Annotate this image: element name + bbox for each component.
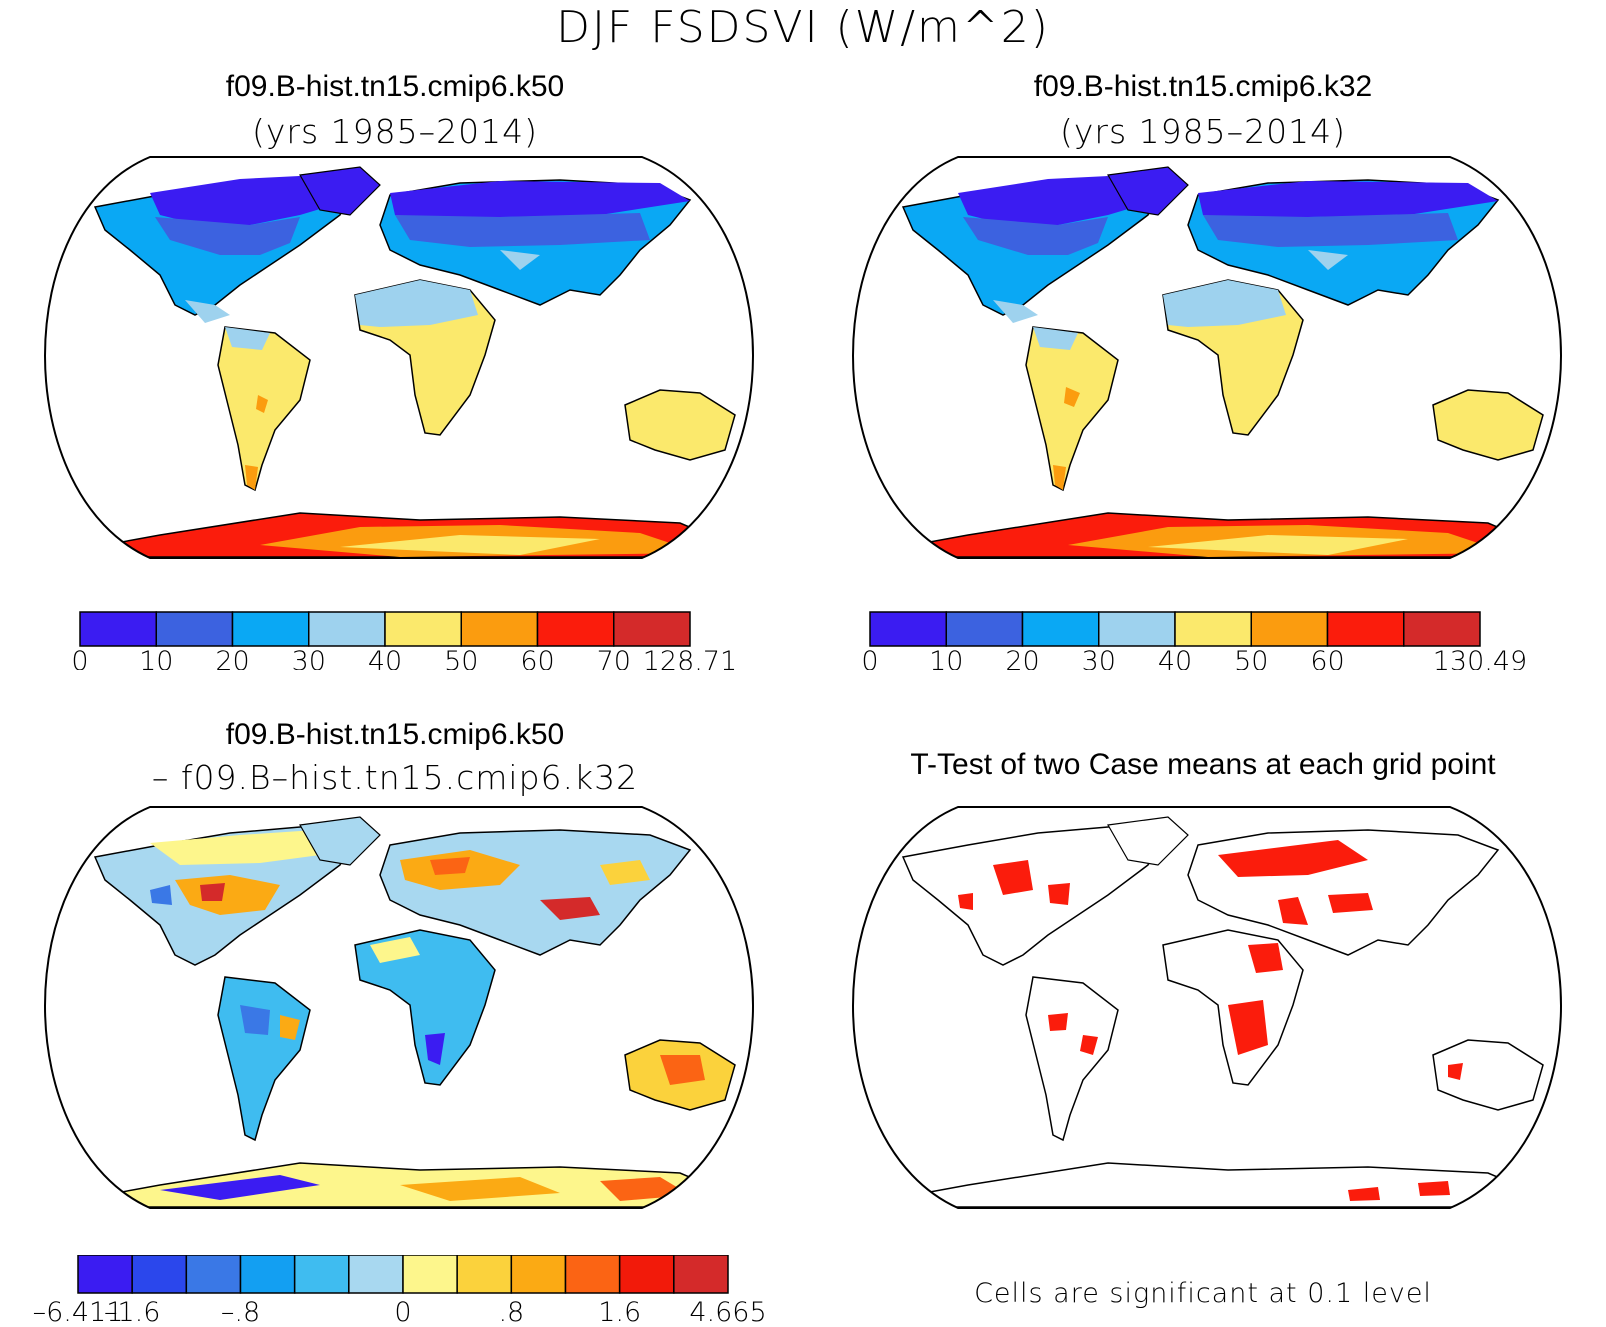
top-right-colorbar-box-0 [869, 611, 947, 647]
top-left-colorbar-label: 60 [520, 646, 554, 670]
top-right-colorbar-label: 10 [929, 646, 963, 670]
top-left-colorbar-label: 50 [444, 646, 478, 670]
top-right-colorbar-box-5 [1250, 611, 1329, 647]
top-right-colorbar-box-3 [1098, 611, 1176, 647]
bottom-left-colorbar-label: –1.6 [104, 1297, 160, 1327]
top-left-colorbar-box-6 [536, 611, 615, 647]
panel-minus-line-bottom-left: – f09.B–hist.tn15.cmip6.k32 [151, 758, 639, 797]
bottom-left-colorbar-box-7 [456, 1255, 513, 1294]
top-right-colorbar-box-7 [1403, 611, 1481, 647]
top-right-colorbar-label: 0 [861, 646, 878, 670]
top-right-colorbar-label: 30 [1082, 646, 1116, 670]
top-left-colorbar-label: 0 [71, 646, 88, 670]
bottom-left-colorbar-label: 4.665 [689, 1297, 766, 1327]
bottom-left-colorbar-box-8 [510, 1255, 567, 1294]
bottom-left-colorbar-label: .8 [498, 1297, 524, 1327]
colorbar-top-left: 0 10 20 30 40 50 60 70 128.71 [71, 611, 737, 670]
panel-title-bottom-left: f09.B-hist.tn15.cmip6.k50 [225, 718, 565, 751]
top-left-colorbar-label: 30 [292, 646, 326, 670]
top-right-colorbar-box-6 [1326, 611, 1405, 647]
top-left-colorbar-label: 20 [215, 646, 249, 670]
bottom-left-colorbar-box-6 [402, 1255, 458, 1294]
top-left-colorbar-label: 128.71 [643, 646, 737, 670]
bottom-left-colorbar-box-11 [673, 1255, 729, 1294]
map-top-left [44, 156, 754, 559]
top-left-colorbar-box-0 [79, 611, 157, 647]
top-left-colorbar-box-5 [460, 611, 539, 647]
colorbar-top-right: 0 10 20 30 40 50 60 130.49 [861, 611, 1527, 670]
top-right-colorbar-label: 20 [1005, 646, 1039, 670]
map-top-right [852, 156, 1562, 559]
top-right-colorbar-box-2 [1021, 611, 1100, 647]
top-right-colorbar-label: 130.49 [1433, 646, 1527, 670]
top-left-colorbar-label: 40 [368, 646, 402, 670]
top-left-colorbar-box-7 [613, 611, 691, 647]
top-right-colorbar-label: 40 [1158, 646, 1192, 670]
top-right-colorbar-box-1 [945, 611, 1024, 647]
bottom-left-colorbar-box-9 [564, 1255, 621, 1294]
bottom-left-colorbar-label: 1.6 [598, 1297, 641, 1327]
top-left-colorbar-box-4 [384, 611, 462, 647]
bottom-left-colorbar-box-3 [239, 1255, 296, 1294]
top-left-colorbar-box-2 [231, 611, 310, 647]
map-bottom-right [852, 806, 1562, 1209]
map-bottom-left [44, 806, 754, 1209]
bottom-left-colorbar-label: 0 [394, 1297, 411, 1327]
bottom-left-colorbar-label: –.8 [221, 1297, 260, 1327]
top-left-colorbar-label: 70 [597, 646, 631, 670]
significance-footnote: Cells are significant at 0.1 level [974, 1278, 1432, 1309]
top-left-colorbar-label: 10 [139, 646, 173, 670]
panel-title-top-left: f09.B-hist.tn15.cmip6.k50 [225, 70, 565, 103]
panel-years-top-left: (yrs 1985–2014) [252, 112, 538, 151]
top-left-colorbar-box-3 [308, 611, 386, 647]
panel-years-top-right: (yrs 1985–2014) [1060, 112, 1346, 151]
bottom-left-colorbar-box-5 [348, 1255, 404, 1294]
top-right-colorbar-box-4 [1174, 611, 1252, 647]
bottom-left-colorbar-box-10 [618, 1255, 675, 1294]
top-left-colorbar-box-1 [155, 611, 234, 647]
colorbar-bottom-left: –6.411–1.6 –.8 0 .8 1.6 4.665 [33, 1255, 767, 1327]
figure-title: DJF FSDSVI (W/m^2) [556, 2, 1050, 53]
top-right-colorbar-label: 60 [1310, 646, 1344, 670]
panel-title-bottom-right: T-Test of two Case means at each grid po… [910, 748, 1496, 781]
bottom-left-colorbar-box-2 [185, 1255, 242, 1294]
bottom-left-colorbar-box-1 [131, 1255, 188, 1294]
panel-title-top-right: f09.B-hist.tn15.cmip6.k32 [1033, 70, 1373, 103]
bottom-left-colorbar-box-4 [293, 1255, 350, 1294]
bottom-left-colorbar-label: –6.411 [33, 1297, 124, 1327]
top-right-colorbar-label: 50 [1234, 646, 1268, 670]
bottom-left-colorbar-box-0 [77, 1255, 133, 1294]
